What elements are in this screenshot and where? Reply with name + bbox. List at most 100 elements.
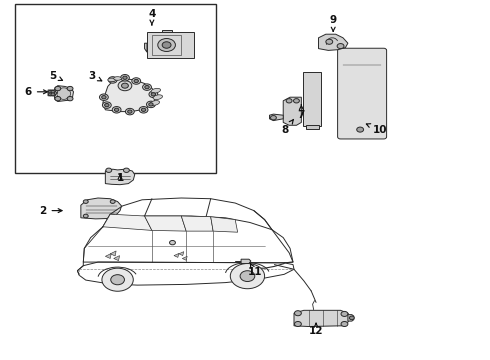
Circle shape	[108, 77, 117, 83]
Circle shape	[141, 108, 146, 112]
Text: 1: 1	[117, 173, 123, 183]
Circle shape	[111, 78, 115, 82]
FancyBboxPatch shape	[338, 48, 387, 139]
Bar	[147, 32, 194, 58]
Circle shape	[118, 81, 132, 91]
Circle shape	[341, 311, 348, 316]
Circle shape	[55, 86, 61, 91]
Circle shape	[147, 101, 155, 108]
Circle shape	[99, 94, 108, 100]
Text: 7: 7	[297, 105, 305, 120]
Circle shape	[286, 99, 292, 103]
Circle shape	[132, 78, 141, 84]
Circle shape	[105, 104, 109, 107]
Text: 12: 12	[309, 323, 323, 336]
Circle shape	[158, 39, 175, 51]
Circle shape	[270, 116, 276, 120]
Polygon shape	[318, 34, 348, 50]
Circle shape	[145, 85, 149, 89]
Circle shape	[51, 90, 55, 93]
Text: 8: 8	[282, 120, 294, 135]
Circle shape	[122, 83, 128, 88]
Polygon shape	[54, 86, 74, 102]
Polygon shape	[48, 90, 58, 96]
Polygon shape	[145, 216, 186, 231]
Circle shape	[125, 108, 134, 115]
Bar	[306, 125, 318, 129]
Polygon shape	[103, 78, 156, 112]
Circle shape	[83, 214, 88, 218]
Text: 5: 5	[49, 71, 63, 81]
Circle shape	[139, 107, 148, 113]
Circle shape	[112, 107, 121, 113]
Circle shape	[102, 268, 133, 291]
Ellipse shape	[57, 88, 71, 99]
Circle shape	[170, 240, 175, 245]
Circle shape	[102, 102, 111, 108]
Circle shape	[49, 93, 52, 96]
Circle shape	[143, 84, 151, 90]
Text: 3: 3	[88, 71, 102, 81]
Circle shape	[106, 168, 112, 172]
Circle shape	[294, 99, 299, 103]
Polygon shape	[283, 97, 301, 125]
Text: 6: 6	[24, 87, 48, 97]
Circle shape	[49, 90, 52, 93]
Text: 9: 9	[330, 15, 337, 31]
Bar	[162, 30, 172, 32]
Polygon shape	[179, 252, 184, 256]
Polygon shape	[211, 217, 238, 232]
Circle shape	[294, 311, 301, 316]
Bar	[303, 72, 321, 126]
Circle shape	[230, 264, 265, 289]
Circle shape	[121, 75, 129, 81]
Polygon shape	[103, 214, 152, 230]
Circle shape	[102, 95, 106, 99]
Bar	[15, 4, 216, 173]
Circle shape	[111, 275, 124, 285]
Circle shape	[162, 42, 171, 48]
Circle shape	[127, 110, 132, 113]
Circle shape	[67, 96, 73, 101]
Circle shape	[122, 76, 127, 79]
Polygon shape	[174, 253, 179, 257]
Circle shape	[151, 93, 156, 96]
Polygon shape	[294, 310, 350, 327]
Circle shape	[326, 39, 333, 44]
Ellipse shape	[150, 100, 160, 105]
Circle shape	[123, 168, 129, 172]
Circle shape	[240, 271, 255, 282]
Polygon shape	[145, 43, 147, 52]
Ellipse shape	[153, 95, 163, 100]
Circle shape	[110, 200, 115, 203]
Circle shape	[55, 96, 61, 101]
Polygon shape	[105, 253, 111, 258]
Polygon shape	[241, 259, 251, 264]
Circle shape	[357, 127, 364, 132]
Polygon shape	[181, 216, 213, 231]
Polygon shape	[114, 256, 120, 261]
Text: 4: 4	[148, 9, 156, 25]
Text: 2: 2	[39, 206, 62, 216]
Circle shape	[349, 316, 354, 320]
Polygon shape	[182, 256, 187, 260]
Polygon shape	[81, 198, 122, 219]
Bar	[152, 35, 181, 55]
Ellipse shape	[108, 78, 116, 82]
Circle shape	[341, 321, 348, 327]
Circle shape	[294, 321, 301, 327]
Polygon shape	[105, 169, 135, 185]
Text: 11: 11	[247, 264, 262, 277]
Polygon shape	[110, 251, 116, 256]
Polygon shape	[348, 315, 354, 321]
Circle shape	[110, 214, 115, 218]
Text: 10: 10	[367, 124, 387, 135]
Circle shape	[51, 93, 55, 96]
Circle shape	[67, 86, 73, 91]
Ellipse shape	[114, 77, 122, 80]
Polygon shape	[270, 114, 283, 121]
Circle shape	[337, 44, 344, 49]
Circle shape	[83, 200, 88, 203]
Circle shape	[149, 91, 158, 98]
Circle shape	[134, 79, 139, 83]
